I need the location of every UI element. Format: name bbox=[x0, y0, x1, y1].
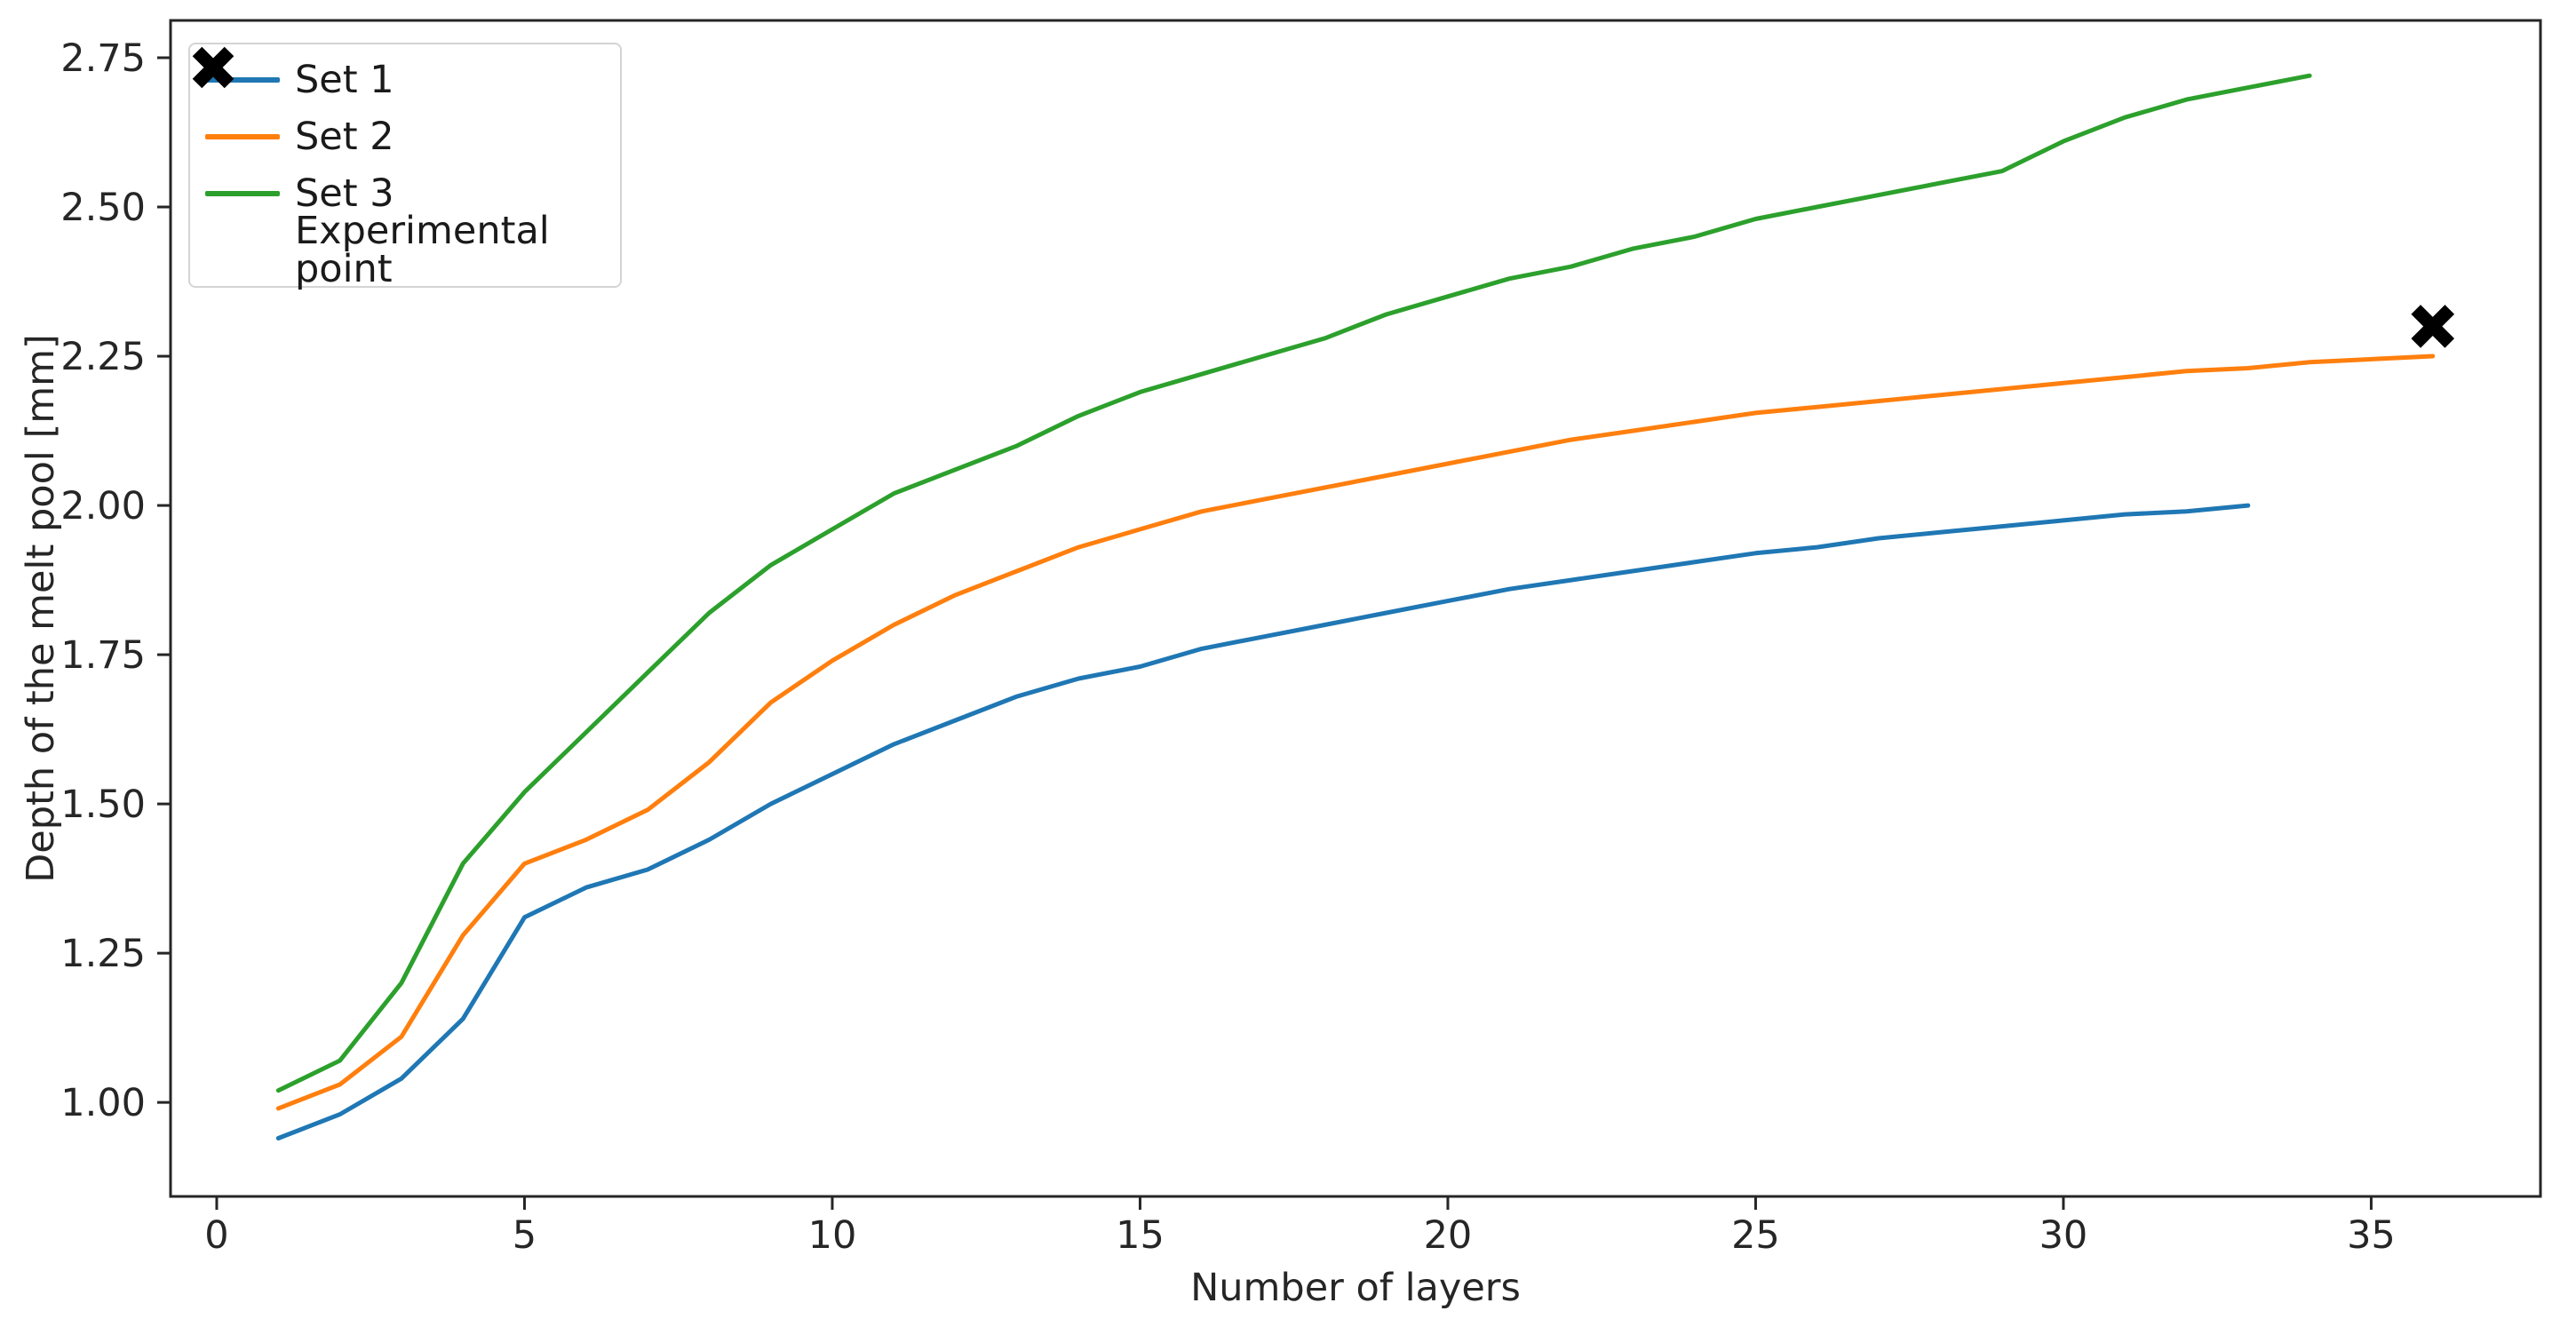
x-tick-label: 25 bbox=[1731, 1213, 1780, 1258]
y-tick-label: 2.00 bbox=[60, 484, 146, 528]
x-tick-label: 35 bbox=[2347, 1213, 2396, 1258]
y-tick-label: 1.50 bbox=[60, 783, 146, 827]
x-tick-label: 15 bbox=[1116, 1213, 1165, 1258]
set2-line-sample-icon bbox=[205, 134, 280, 139]
plot-border bbox=[169, 19, 2542, 1198]
experimental-point-marker bbox=[2411, 305, 2455, 348]
legend-entry-experimental-point: Experimental point bbox=[190, 46, 620, 289]
x-tick-label: 0 bbox=[204, 1213, 228, 1258]
x-tick-label: 20 bbox=[1424, 1213, 1473, 1258]
y-tick-label: 2.50 bbox=[60, 186, 146, 230]
legend-label-set3: Set 3 bbox=[295, 171, 394, 216]
y-tick-label: 2.75 bbox=[60, 36, 146, 81]
set1-line-sample-icon bbox=[205, 77, 280, 83]
x-tick-label: 10 bbox=[808, 1213, 857, 1258]
legend: Set 1 Set 2 Set 3 Experime bbox=[188, 43, 622, 289]
legend-sample-cell bbox=[190, 134, 295, 139]
legend-sample-cell bbox=[190, 191, 295, 196]
set3-line-sample-icon bbox=[205, 191, 280, 196]
y-tick-label: 1.25 bbox=[60, 932, 146, 976]
legend-entry-set1: Set 1 bbox=[190, 52, 620, 108]
legend-entry-set2: Set 2 bbox=[190, 108, 620, 165]
legend-entry-set3: Set 3 bbox=[190, 165, 620, 222]
legend-sample-cell bbox=[190, 77, 295, 83]
experimental-point-marker-icon bbox=[192, 46, 235, 89]
legend-label-set1: Set 1 bbox=[295, 57, 394, 102]
x-tick-label: 30 bbox=[2039, 1213, 2088, 1258]
y-tick-label: 2.25 bbox=[60, 335, 146, 379]
legend-label-set2: Set 2 bbox=[295, 114, 394, 159]
y-axis-title: Depth of the melt pool [mm] bbox=[19, 334, 63, 883]
x-axis-title: Number of layers bbox=[1190, 1266, 1521, 1310]
series-line-set-2 bbox=[275, 354, 2436, 1111]
series-line-set-3 bbox=[275, 73, 2312, 1093]
y-tick-label: 1.00 bbox=[60, 1081, 146, 1125]
series-line-set-1 bbox=[275, 503, 2251, 1140]
y-tick-label: 1.75 bbox=[60, 633, 146, 678]
legend-label-experimental-point: Experimental point bbox=[295, 209, 550, 291]
x-tick-label: 5 bbox=[513, 1213, 537, 1258]
